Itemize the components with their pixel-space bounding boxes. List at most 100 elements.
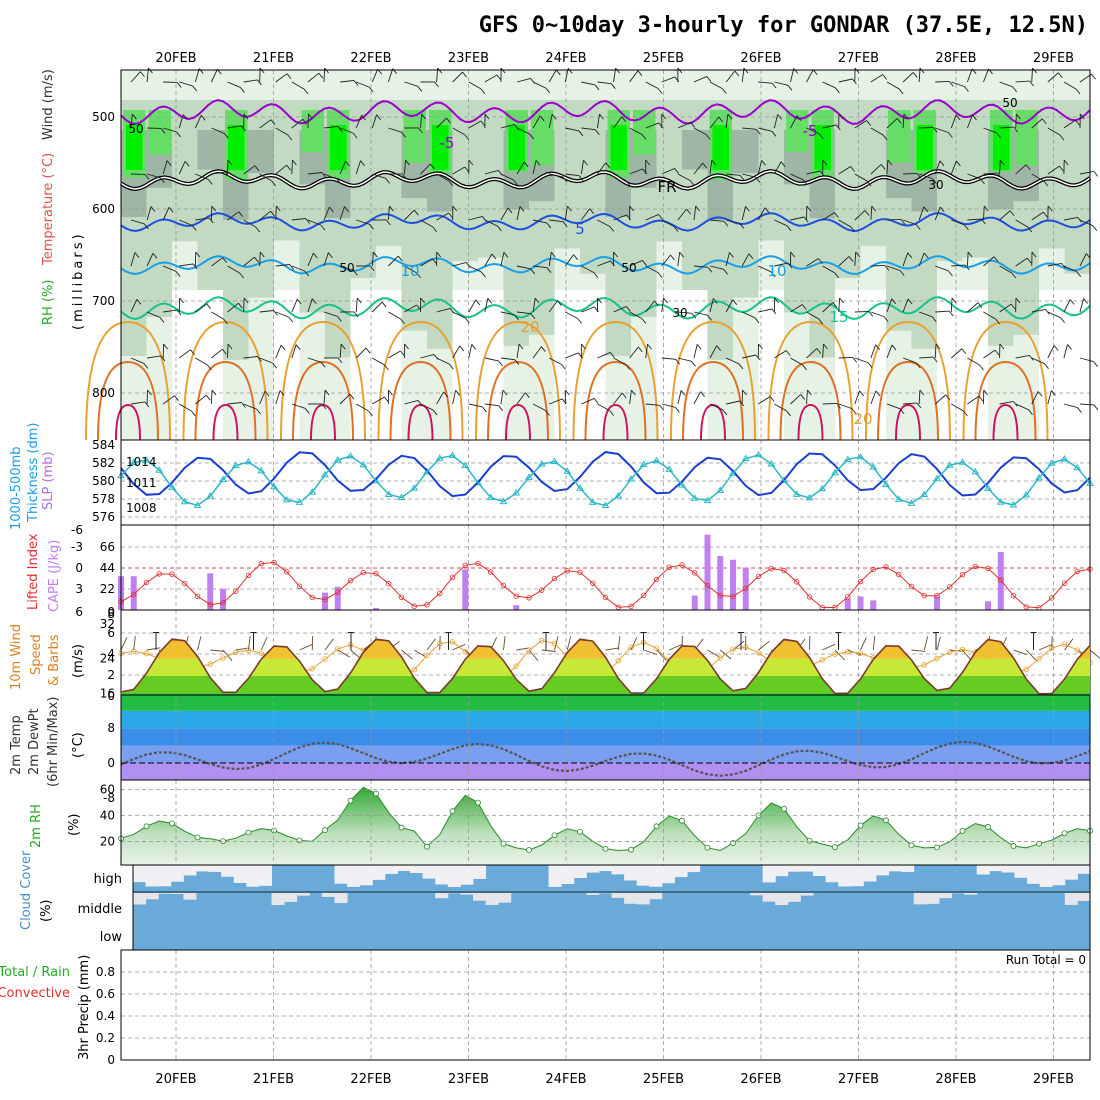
wind-barb-flag — [464, 134, 470, 141]
wind-barb-flag — [567, 68, 573, 74]
wind-barb-flag — [695, 205, 701, 212]
wind-barb — [291, 81, 305, 90]
wind-barb — [605, 647, 620, 651]
wind-barb — [500, 124, 515, 129]
wind-barb — [693, 206, 697, 221]
wind-speed-marker — [615, 658, 621, 664]
cloud-gap-high — [1027, 865, 1041, 884]
isotherm-20-arch — [670, 320, 756, 441]
wind-barb — [903, 402, 918, 405]
wind-barb-flag — [140, 71, 145, 77]
thickness-marker — [142, 456, 151, 463]
wind-speed-marker — [258, 650, 264, 657]
wind-barb — [597, 260, 611, 267]
wind-barb-flag — [546, 222, 552, 229]
wind-barb — [838, 256, 850, 267]
precip-tick: 0.4 — [96, 1009, 115, 1023]
cloud-gap-middle — [800, 893, 814, 896]
wind-barb — [259, 210, 271, 221]
wind-barb-flag — [907, 252, 913, 259]
rh-shade-bright — [228, 125, 245, 170]
rh-label-50: 50 — [128, 122, 143, 136]
wind-barb — [709, 81, 723, 90]
wind-barb — [838, 219, 852, 228]
wind-barb-flag — [353, 311, 359, 318]
rh-marker — [475, 799, 481, 806]
wind-barb — [259, 357, 273, 364]
cloud-gap-middle — [435, 893, 449, 899]
wind-barb-flag — [994, 349, 1000, 356]
wind-barb — [178, 114, 184, 129]
wind-barb-flag — [609, 226, 615, 232]
wind-barb — [130, 114, 133, 129]
wind-barb — [613, 306, 627, 313]
wind-barb — [966, 251, 969, 267]
wind-barb — [355, 160, 361, 175]
wind-barb-flag — [732, 299, 738, 305]
wind-barb-flag — [223, 318, 228, 325]
wind-barb-flag — [875, 390, 881, 397]
wind-barb — [554, 636, 559, 651]
wind-barb — [307, 219, 322, 226]
wind-barb — [291, 159, 293, 175]
wind-barb-flag — [605, 162, 611, 168]
cloud-gap-high — [649, 865, 663, 887]
wind-barb-flag — [321, 403, 327, 410]
wind-barb — [436, 117, 447, 129]
wind-barb-flag — [416, 304, 421, 311]
wind-barb — [549, 219, 564, 223]
wind-barb-flag — [834, 212, 839, 218]
cloud-gap-high — [359, 865, 373, 886]
thickness-marker — [346, 452, 355, 459]
wind-barb-flag — [637, 346, 643, 353]
wind-barb — [838, 403, 853, 410]
wind-barb — [725, 70, 736, 83]
wind-barb-flag — [436, 251, 442, 258]
wind-barb-flag — [1012, 86, 1018, 93]
wind-barb — [548, 300, 558, 313]
wind-barb-flag — [481, 271, 486, 278]
wind-barb — [581, 306, 595, 313]
rh-marker — [271, 827, 277, 834]
rh-shade-green — [403, 110, 426, 163]
wind-barb — [1063, 265, 1077, 273]
wind-barb — [468, 216, 483, 221]
wind-barb — [372, 173, 386, 179]
wind-barb-flag — [948, 310, 954, 317]
wind-barb-flag — [932, 356, 938, 363]
rh-marker — [1061, 830, 1068, 837]
li-marker — [233, 588, 239, 594]
cloud-gap-high — [258, 865, 273, 886]
wind-tick: 2 — [107, 668, 115, 682]
wind-barb-flag — [658, 214, 663, 220]
wind-barb — [195, 357, 208, 366]
cloud-gap-middle — [762, 893, 776, 902]
temp-tick: 8 — [107, 721, 115, 735]
dewpoint-line — [120, 740, 1091, 777]
cloud-gap-middle — [1077, 893, 1091, 901]
li-marker — [335, 589, 341, 595]
slp-tick: 1014 — [126, 455, 157, 469]
thickness-line — [120, 454, 1091, 507]
wind-barb — [130, 357, 145, 364]
wind-barb — [484, 298, 489, 313]
wind-barb-flag — [198, 68, 204, 74]
wind-barb-flag — [292, 159, 297, 166]
wind-barb — [516, 78, 531, 83]
wind-barb-flag — [597, 297, 602, 304]
wind-barb-flag — [1015, 297, 1021, 304]
wind-barb — [758, 81, 773, 84]
cape-tick: 66 — [100, 540, 115, 554]
wind-barb — [726, 219, 740, 224]
wind-barb — [163, 127, 177, 133]
wind-barb — [1015, 257, 1028, 267]
thickness-marker — [270, 482, 278, 490]
wind-barb-flag — [280, 344, 286, 351]
wind-speed-marker — [934, 655, 940, 662]
cloud-gap-high — [410, 865, 424, 873]
wind-barb-flag — [964, 86, 969, 92]
wind-speed-marker — [462, 648, 468, 655]
wind-barb — [388, 255, 399, 267]
wind-barb — [677, 311, 692, 314]
cloud-gap-high — [976, 865, 990, 875]
